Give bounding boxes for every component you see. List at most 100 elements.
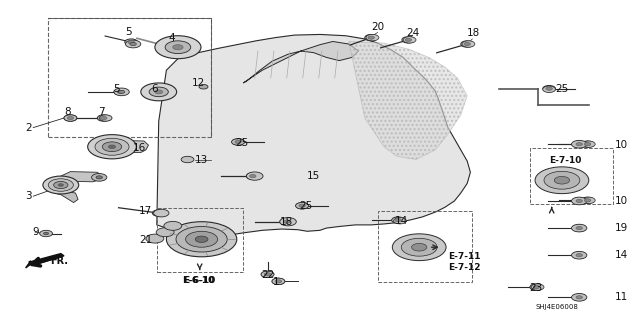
Polygon shape — [108, 140, 148, 152]
Polygon shape — [58, 191, 78, 203]
Text: 21: 21 — [140, 235, 152, 245]
Circle shape — [530, 284, 543, 290]
Text: 2: 2 — [26, 122, 32, 133]
Circle shape — [96, 176, 102, 179]
Text: 24: 24 — [406, 28, 419, 38]
Circle shape — [299, 204, 305, 207]
Circle shape — [582, 197, 595, 204]
Circle shape — [164, 221, 182, 230]
Circle shape — [232, 139, 244, 145]
Circle shape — [576, 226, 582, 230]
Text: 1: 1 — [273, 277, 280, 287]
Circle shape — [125, 39, 138, 45]
Circle shape — [54, 182, 68, 189]
Circle shape — [582, 141, 595, 147]
Circle shape — [368, 36, 374, 39]
Text: 14: 14 — [396, 216, 408, 226]
Circle shape — [156, 228, 174, 237]
Bar — [378, 211, 472, 282]
Circle shape — [125, 40, 141, 48]
Circle shape — [114, 89, 127, 95]
Text: 16: 16 — [133, 143, 146, 153]
Circle shape — [88, 135, 136, 159]
Circle shape — [462, 41, 475, 47]
Bar — [530, 148, 613, 204]
Text: 5: 5 — [113, 84, 120, 94]
Circle shape — [130, 42, 136, 46]
Polygon shape — [26, 254, 64, 268]
Circle shape — [261, 271, 274, 278]
Circle shape — [166, 222, 237, 257]
Circle shape — [366, 34, 379, 41]
Circle shape — [64, 115, 77, 121]
Circle shape — [48, 179, 74, 191]
Circle shape — [572, 293, 587, 301]
Circle shape — [584, 143, 591, 146]
Circle shape — [581, 141, 594, 147]
Circle shape — [67, 116, 74, 120]
Circle shape — [395, 219, 401, 222]
Circle shape — [261, 271, 274, 278]
Text: FR.: FR. — [50, 256, 68, 266]
Circle shape — [250, 174, 256, 178]
Circle shape — [544, 171, 580, 189]
Text: E-7-11: E-7-11 — [448, 252, 481, 261]
Text: 4: 4 — [168, 33, 175, 43]
Circle shape — [141, 83, 177, 101]
Polygon shape — [157, 34, 470, 238]
Circle shape — [365, 34, 378, 41]
Circle shape — [100, 116, 107, 120]
Text: 18: 18 — [467, 27, 480, 38]
Circle shape — [576, 199, 582, 203]
Circle shape — [186, 231, 218, 247]
Circle shape — [152, 210, 165, 216]
Circle shape — [576, 254, 582, 257]
Text: E-6-10: E-6-10 — [182, 276, 214, 285]
Circle shape — [412, 243, 427, 251]
Text: 12: 12 — [192, 78, 205, 88]
Circle shape — [272, 278, 285, 285]
Circle shape — [95, 138, 129, 155]
Circle shape — [572, 224, 587, 232]
Text: 15: 15 — [307, 171, 320, 182]
Circle shape — [232, 139, 244, 145]
Bar — [157, 208, 243, 272]
Bar — [48, 18, 211, 137]
Circle shape — [195, 236, 208, 242]
Circle shape — [176, 226, 227, 252]
Polygon shape — [61, 172, 102, 182]
Circle shape — [199, 85, 208, 89]
Circle shape — [543, 86, 556, 93]
Circle shape — [128, 41, 134, 44]
Circle shape — [531, 284, 544, 290]
Circle shape — [108, 145, 116, 149]
Circle shape — [554, 176, 570, 184]
Text: E-6-10: E-6-10 — [184, 276, 216, 285]
Text: 10: 10 — [614, 140, 628, 150]
Circle shape — [58, 184, 63, 186]
Circle shape — [154, 209, 169, 217]
Text: E-7-12: E-7-12 — [448, 263, 481, 271]
Circle shape — [92, 174, 107, 181]
Text: 19: 19 — [614, 223, 628, 233]
Circle shape — [581, 197, 594, 204]
Circle shape — [64, 115, 77, 121]
Circle shape — [394, 218, 406, 224]
Circle shape — [264, 273, 271, 276]
Text: 11: 11 — [614, 292, 628, 302]
Text: 9: 9 — [32, 227, 38, 237]
Text: 7: 7 — [98, 107, 104, 117]
Text: 25: 25 — [236, 137, 248, 148]
Text: SHJ4E06008: SHJ4E06008 — [536, 304, 578, 310]
Text: 10: 10 — [614, 196, 628, 206]
Circle shape — [284, 220, 290, 223]
Text: 18: 18 — [280, 217, 293, 227]
Circle shape — [43, 176, 79, 194]
Circle shape — [146, 234, 164, 243]
Circle shape — [572, 251, 587, 259]
Circle shape — [181, 156, 194, 163]
Text: E-7-10: E-7-10 — [549, 156, 582, 165]
Polygon shape — [243, 41, 358, 83]
Circle shape — [572, 140, 587, 148]
Text: 13: 13 — [195, 155, 209, 166]
